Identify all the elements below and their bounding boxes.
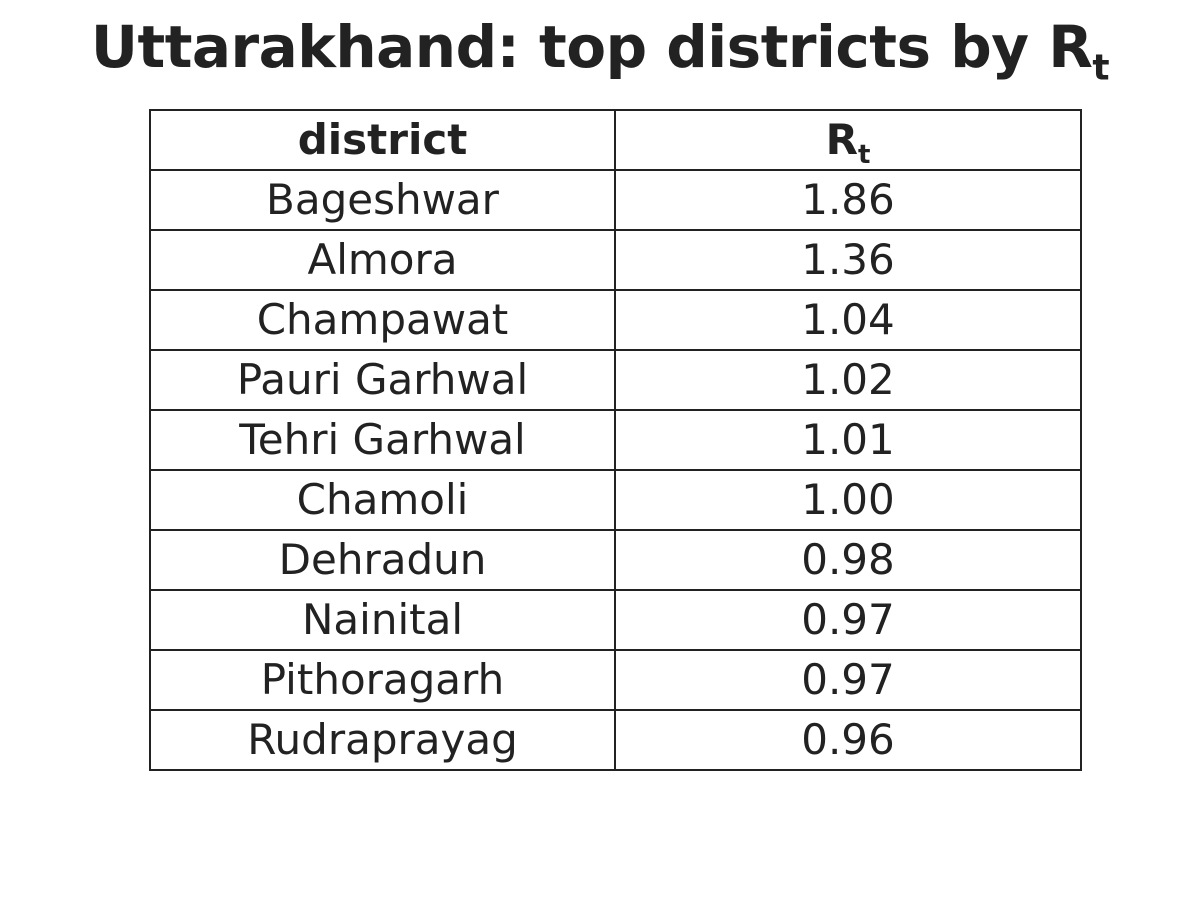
table-row: Bageshwar 1.86 <box>149 169 1082 231</box>
district-cell: Chamoli <box>149 469 616 531</box>
header-rt: Rt <box>614 109 1082 171</box>
table-row: Almora 1.36 <box>149 229 1082 291</box>
chart-title-subscript: t <box>1092 47 1110 89</box>
district-cell: Bageshwar <box>149 169 616 231</box>
rt-value-cell: 1.01 <box>614 409 1082 471</box>
header-district: district <box>149 109 616 171</box>
district-cell: Pithoragarh <box>149 649 616 711</box>
rt-value-cell: 0.96 <box>614 709 1082 771</box>
districts-table: district Rt Bageshwar 1.86 Almora 1.36 Champ… <box>149 109 1082 771</box>
district-cell: Rudraprayag <box>149 709 616 771</box>
rt-value-cell: 0.97 <box>614 589 1082 651</box>
chart-title-text: Uttarakhand: top districts by R <box>90 13 1093 81</box>
table-row: Nainital 0.97 <box>149 589 1082 651</box>
header-rt-label: R <box>825 115 858 164</box>
district-cell: Champawat <box>149 289 616 351</box>
table-row: Pauri Garhwal 1.02 <box>149 349 1082 411</box>
table-row: Pithoragarh 0.97 <box>149 649 1082 711</box>
table-body: Bageshwar 1.86 Almora 1.36 Champawat 1.04 Paur… <box>149 169 1082 771</box>
header-district-label: district <box>297 115 468 164</box>
chart-title: Uttarakhand: top districts by Rt <box>0 8 1200 86</box>
district-cell: Dehradun <box>149 529 616 591</box>
header-rt-subscript: t <box>857 140 871 171</box>
rt-value-cell: 0.98 <box>614 529 1082 591</box>
district-cell: Tehri Garhwal <box>149 409 616 471</box>
rt-value-cell: 0.97 <box>614 649 1082 711</box>
table-row: Champawat 1.04 <box>149 289 1082 351</box>
rt-value-cell: 1.00 <box>614 469 1082 531</box>
rt-value-cell: 1.02 <box>614 349 1082 411</box>
rt-value-cell: 1.04 <box>614 289 1082 351</box>
rt-value-cell: 1.86 <box>614 169 1082 231</box>
district-cell: Almora <box>149 229 616 291</box>
table-row: Chamoli 1.00 <box>149 469 1082 531</box>
rt-value-cell: 1.36 <box>614 229 1082 291</box>
table-row: Dehradun 0.98 <box>149 529 1082 591</box>
district-cell: Nainital <box>149 589 616 651</box>
district-cell: Pauri Garhwal <box>149 349 616 411</box>
table-row: Rudraprayag 0.96 <box>149 709 1082 771</box>
header-row: district Rt <box>149 109 1082 171</box>
table-row: Tehri Garhwal 1.01 <box>149 409 1082 471</box>
